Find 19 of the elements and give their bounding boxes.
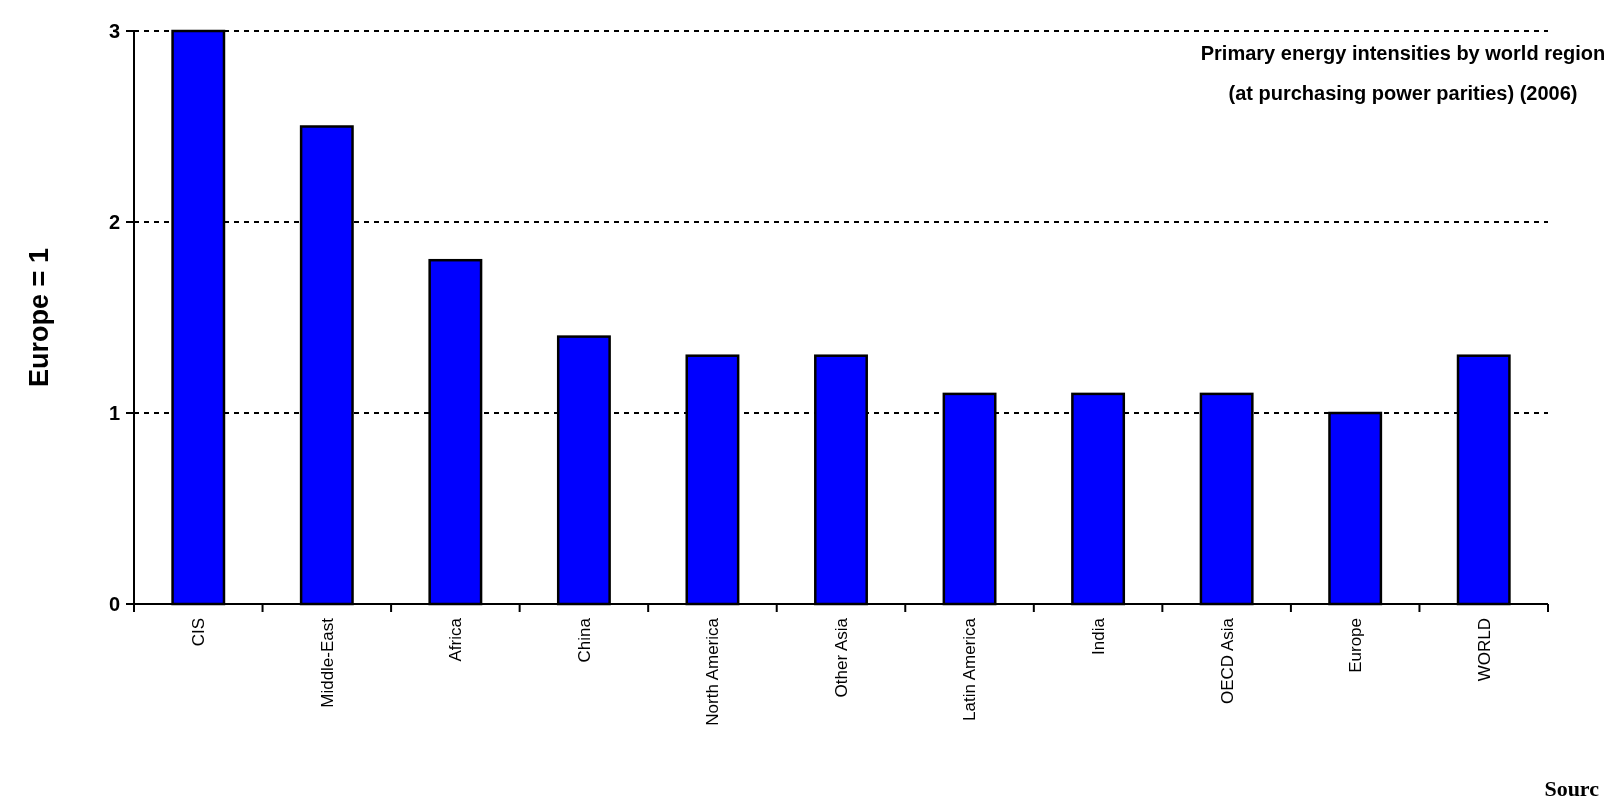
x-tick-label: China (574, 617, 594, 663)
y-tick-label: 1 (108, 402, 120, 424)
y-tick-label: 3 (108, 20, 120, 42)
text: Primary energy intensities by world region (1200, 42, 1606, 64)
x-tick-label: Africa (446, 617, 466, 662)
x-tick-label: CIS (189, 618, 209, 647)
x-tick-label: OECD Asia (1217, 617, 1237, 704)
x-tick-label: WORLD (1474, 618, 1494, 682)
y-tick-label: 2 (108, 211, 120, 233)
x-tick-label: Other Asia (831, 617, 851, 698)
x-tick-label: Europe (1346, 618, 1366, 673)
y-tick-label: 0 (108, 593, 120, 615)
x-tick-label: India (1089, 617, 1109, 655)
y-axis-title: Europe = 1 (24, 248, 54, 387)
x-tick-label: Middle-East (317, 617, 337, 708)
x-tick-label: Latin America (960, 617, 980, 721)
text: Sourc (1544, 776, 1600, 801)
text: (at purchasing power parities) (2006) (1228, 82, 1578, 104)
x-tick-label: North America (703, 617, 723, 726)
